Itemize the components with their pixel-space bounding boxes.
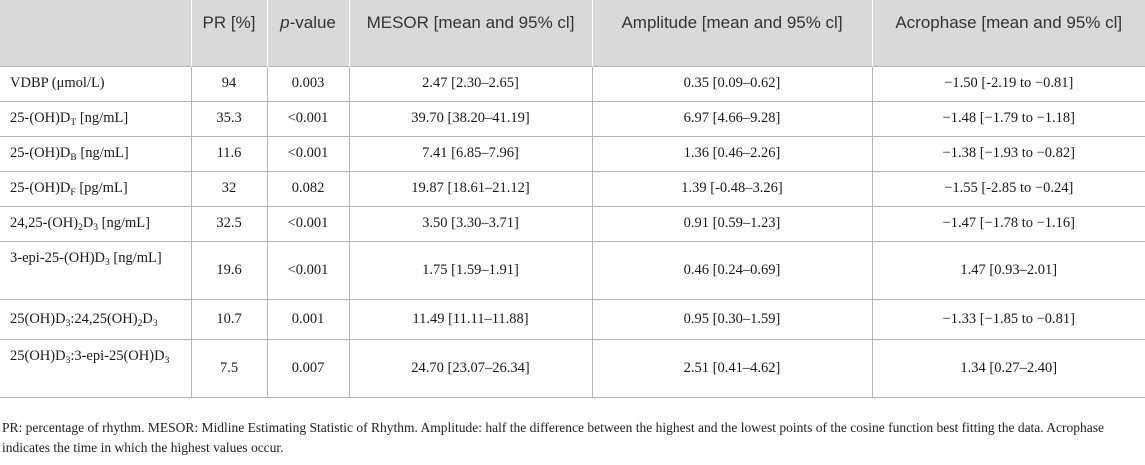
table-row: VDBP (μmol/L) 94 0.003 2.47 [2.30–2.65] … [0,65,1145,101]
cell-mesor: 3.50 [3.30–3.71] [348,205,592,241]
header-acrophase: Acrophase [mean and 95% cl] [871,0,1145,66]
results-table: PR [%] p-value MESOR [mean and 95% cl] A… [0,0,1145,398]
header-p-rest: -value [289,13,336,32]
cell-mesor: 24.70 [23.07–26.34] [348,338,592,398]
cell-amplitude: 1.36 [0.46–2.26] [591,135,872,171]
cell-amplitude: 0.95 [0.30–1.59] [591,298,872,339]
cell-p: 0.001 [266,298,349,339]
table-row: 25-(OH)DB [ng/mL] 11.6 <0.001 7.41 [6.85… [0,135,1145,171]
cell-amplitude: 0.35 [0.09–0.62] [591,65,872,101]
cell-acrophase: −1.48 [−1.79 to −1.18] [871,100,1145,136]
cell-mesor: 39.70 [38.20–41.19] [348,100,592,136]
cell-pr: 94 [190,65,267,101]
cell-acrophase: −1.33 [−1.85 to −0.81] [871,298,1145,339]
cell-acrophase: −1.47 [−1.78 to −1.16] [871,205,1145,241]
table-row: 25-(OH)DF [pg/mL] 32 0.082 19.87 [18.61–… [0,170,1145,206]
cell-acrophase: 1.47 [0.93–2.01] [871,240,1145,299]
cell-amplitude: 6.97 [4.66–9.28] [591,100,872,136]
table-row: 25(OH)D3:24,25(OH)2D3 10.7 0.001 11.49 [… [0,298,1145,339]
cell-p: <0.001 [266,100,349,136]
cell-p: 0.003 [266,65,349,101]
cell-pr: 7.5 [190,338,267,398]
cell-pr: 11.6 [190,135,267,171]
cell-mesor: 2.47 [2.30–2.65] [348,65,592,101]
cell-pr: 32 [190,170,267,206]
cell-pr: 35.3 [190,100,267,136]
cell-p: 0.082 [266,170,349,206]
cell-acrophase: −1.55 [-2.85 to −0.24] [871,170,1145,206]
row-label: 25(OH)D3:3-epi-25(OH)D3 [0,338,191,398]
cell-mesor: 1.75 [1.59–1.91] [348,240,592,299]
cell-mesor: 7.41 [6.85–7.96] [348,135,592,171]
table-row: 25-(OH)DT [ng/mL] 35.3 <0.001 39.70 [38.… [0,100,1145,136]
cell-p: <0.001 [266,240,349,299]
row-label: 25-(OH)DT [ng/mL] [0,100,191,136]
row-label: 3-epi-25-(OH)D3 [ng/mL] [0,240,191,299]
table-row: 25(OH)D3:3-epi-25(OH)D3 7.5 0.007 24.70 … [0,338,1145,398]
cell-amplitude: 1.39 [-0.48–3.26] [591,170,872,206]
header-mesor: MESOR [mean and 95% cl] [348,0,592,66]
cell-p: <0.001 [266,205,349,241]
row-label: 25(OH)D3:24,25(OH)2D3 [0,298,191,339]
cell-acrophase: −1.38 [−1.93 to −0.82] [871,135,1145,171]
cell-amplitude: 0.91 [0.59–1.23] [591,205,872,241]
row-label: 25-(OH)DF [pg/mL] [0,170,191,206]
cell-mesor: 19.87 [18.61–21.12] [348,170,592,206]
cell-acrophase: −1.50 [-2.19 to −0.81] [871,65,1145,101]
header-amplitude: Amplitude [mean and 95% cl] [591,0,872,66]
row-label: VDBP (μmol/L) [0,65,191,101]
header-label [0,0,191,66]
cell-p: <0.001 [266,135,349,171]
table-footnote: PR: percentage of rhythm. MESOR: Midline… [2,420,1105,455]
cell-acrophase: 1.34 [0.27–2.40] [871,338,1145,398]
table-row: 3-epi-25-(OH)D3 [ng/mL] 19.6 <0.001 1.75… [0,240,1145,299]
cell-amplitude: 0.46 [0.24–0.69] [591,240,872,299]
row-label: 25-(OH)DB [ng/mL] [0,135,191,171]
header-p-italic: p [280,13,290,32]
table-header-row: PR [%] p-value MESOR [mean and 95% cl] A… [0,0,1145,66]
cell-pr: 32.5 [190,205,267,241]
table-row: 24,25-(OH)2D3 [ng/mL] 32.5 <0.001 3.50 [… [0,205,1145,241]
cell-mesor: 11.49 [11.11–11.88] [348,298,592,339]
cell-amplitude: 2.51 [0.41–4.62] [591,338,872,398]
cell-pr: 10.7 [190,298,267,339]
header-pr: PR [%] [190,0,267,66]
header-p-value: p-value [266,0,349,66]
cell-p: 0.007 [266,338,349,398]
row-label: 24,25-(OH)2D3 [ng/mL] [0,205,191,241]
cell-pr: 19.6 [190,240,267,299]
